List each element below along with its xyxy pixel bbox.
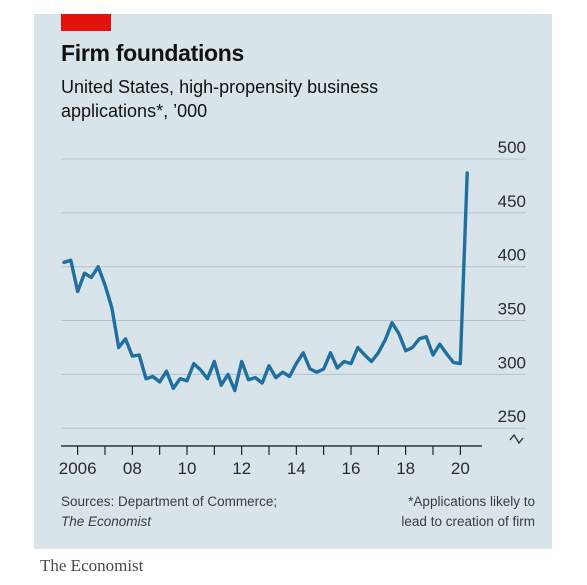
footnote-line-2: lead to creation of firm — [401, 514, 535, 529]
chart-subtitle: United States, high-propensity business … — [61, 77, 379, 121]
publisher-brand: The Economist — [40, 556, 144, 575]
y-tick-label: 500 — [498, 138, 526, 157]
line-chart: 250 300 350 400 450 500 2006 08 10 12 14 16 18 20 — [59, 138, 526, 478]
x-tick-label: 18 — [396, 459, 415, 478]
sources-line: Sources: Department of Commerce; — [61, 494, 278, 509]
chart-footnote: *Applications likely to lead to creation… — [401, 492, 535, 532]
x-tick-label: 2006 — [59, 459, 97, 478]
y-tick-label: 250 — [498, 407, 526, 426]
chart-sources: Sources: Department of Commerce; The Eco… — [61, 492, 277, 532]
axis-break-icon — [509, 433, 524, 445]
y-tick-label: 350 — [498, 300, 526, 319]
sources-publication: The Economist — [61, 514, 152, 529]
series-line — [62, 171, 469, 393]
x-tick-label: 20 — [451, 459, 470, 478]
footnote-line-1: *Applications likely to — [408, 494, 535, 509]
x-tick-label: 16 — [342, 459, 361, 478]
x-tick-label: 14 — [287, 459, 306, 478]
y-tick-label: 400 — [498, 246, 526, 265]
x-tick-label: 10 — [178, 459, 197, 478]
chart-title: Firm foundations — [61, 40, 245, 66]
x-tick-label: 08 — [123, 459, 142, 478]
brand-red-tag — [61, 14, 111, 31]
chart-panel: Firm foundations United States, high-pro… — [34, 14, 552, 549]
x-tick-label: 12 — [232, 459, 251, 478]
y-tick-label: 300 — [498, 353, 526, 372]
y-tick-label: 450 — [498, 192, 526, 211]
